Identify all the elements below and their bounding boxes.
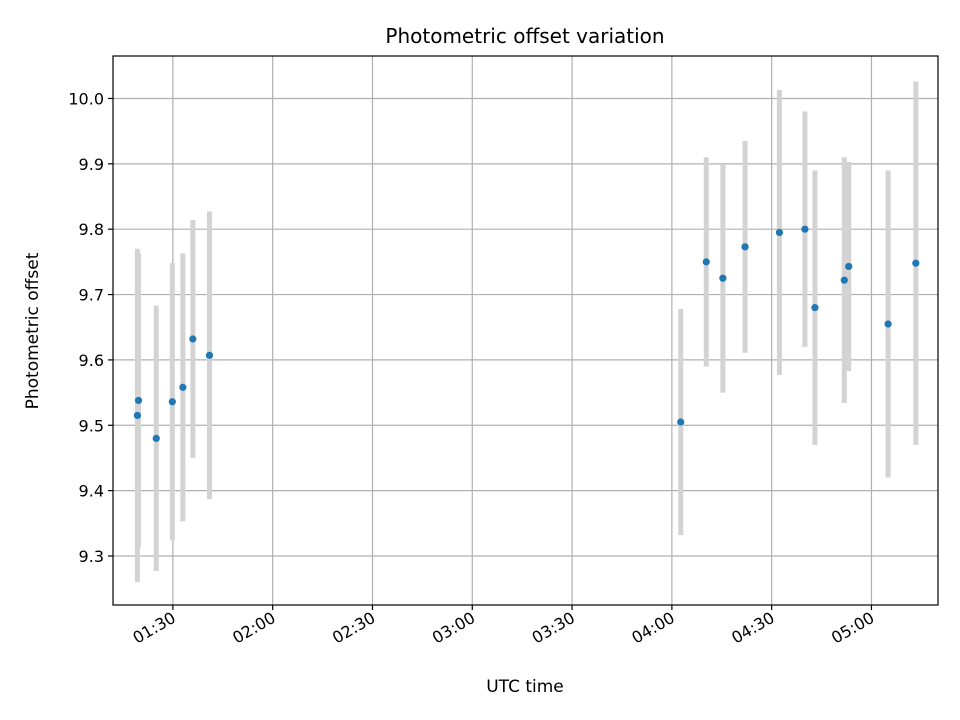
data-point bbox=[133, 411, 141, 420]
data-points bbox=[133, 225, 920, 442]
y-tick-label: 9.7 bbox=[79, 286, 104, 305]
grid bbox=[113, 56, 938, 605]
data-point bbox=[912, 259, 920, 267]
data-point bbox=[702, 258, 710, 266]
y-tick-label: 9.3 bbox=[79, 547, 104, 566]
y-tick-label: 10.0 bbox=[68, 89, 104, 108]
data-point bbox=[205, 351, 214, 359]
y-tick-label: 9.6 bbox=[79, 351, 104, 370]
x-axis-label: UTC time bbox=[486, 677, 564, 697]
y-tick-label: 9.8 bbox=[79, 220, 104, 239]
data-point bbox=[189, 335, 197, 343]
data-point bbox=[134, 396, 143, 405]
data-point bbox=[719, 274, 727, 282]
y-axis-label: Photometric offset bbox=[23, 252, 43, 409]
y-axis-ticks: 9.3 9.4 9.5 9.6 9.7 9.8 9.9 10.0 bbox=[68, 89, 113, 566]
data-point bbox=[179, 383, 187, 391]
data-point bbox=[884, 320, 892, 328]
chart-title: Photometric offset variation bbox=[385, 24, 664, 48]
data-point bbox=[775, 228, 784, 237]
data-point bbox=[811, 304, 819, 312]
y-tick-label: 9.5 bbox=[79, 416, 104, 435]
y-tick-label: 9.9 bbox=[79, 155, 104, 174]
data-point bbox=[840, 276, 848, 284]
data-point bbox=[677, 418, 685, 426]
y-tick-label: 9.4 bbox=[79, 482, 104, 501]
data-point bbox=[152, 434, 160, 442]
data-point bbox=[801, 225, 809, 233]
data-point bbox=[741, 243, 749, 251]
data-point bbox=[168, 398, 176, 406]
data-point bbox=[845, 262, 853, 271]
plot-frame bbox=[112, 55, 939, 606]
